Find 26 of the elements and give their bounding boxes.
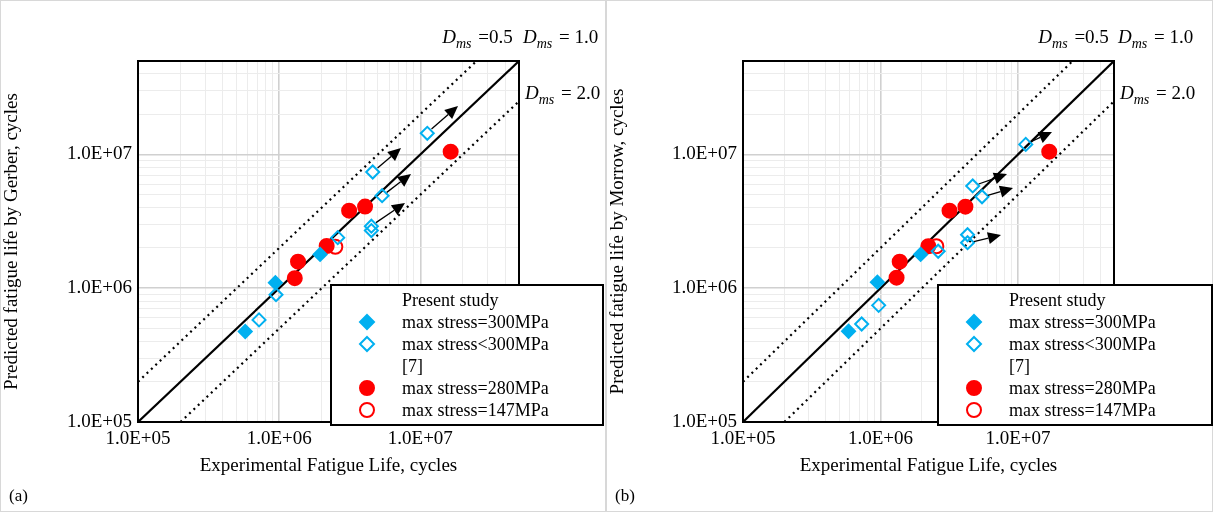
legend-title: Present study <box>1009 289 1106 311</box>
text: (a) <box>9 486 28 505</box>
y-tick-label: 1.0E+07 <box>66 142 132 164</box>
legend-label: max stress=147MPa <box>402 399 549 421</box>
x-tick-label: 1.0E+06 <box>246 427 312 449</box>
y-tick-label: 1.0E+07 <box>671 142 737 164</box>
legend-label: max stress=300MPa <box>1009 311 1156 333</box>
x-axis-title: Experimental Fatigue Life, cycles <box>199 453 458 475</box>
x-axis-title: Experimental Fatigue Life, cycles <box>799 453 1058 475</box>
annotation: [7] <box>1009 355 1030 377</box>
legend-label: max stress=147MPa <box>1009 399 1156 421</box>
legend-label: max stress<300MPa <box>402 333 549 355</box>
x-tick-label: 1.0E+07 <box>985 427 1051 449</box>
text: (b) <box>615 486 635 505</box>
legend-label: max stress<300MPa <box>1009 333 1156 355</box>
legend-label: max stress=280MPa <box>402 377 549 399</box>
legend-title: Present study <box>402 289 499 311</box>
y-tick-label: 1.0E+06 <box>66 276 132 298</box>
x-tick-label: 1.0E+07 <box>387 427 453 449</box>
x-tick-label: 1.0E+06 <box>847 427 913 449</box>
y-tick-label: 1.0E+06 <box>671 276 737 298</box>
annotation: [7] <box>402 355 423 377</box>
legend-label: max stress=280MPa <box>1009 377 1156 399</box>
y-axis-title: Predicted fatigue life by Gerber, cycles <box>0 93 22 390</box>
y-axis-title: Predicted fatigue life by Morrow, cycles <box>606 88 628 395</box>
legend-label: max stress=300MPa <box>402 311 549 333</box>
